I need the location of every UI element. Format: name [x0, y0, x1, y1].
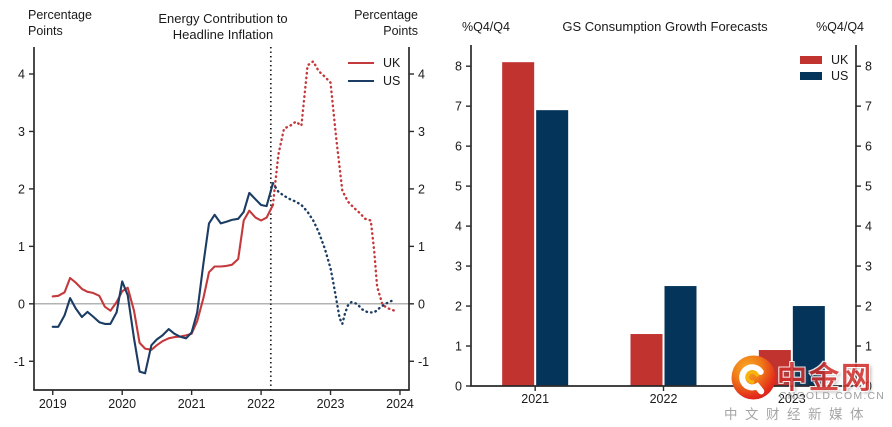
svg-text:-1: -1: [14, 355, 25, 369]
svg-text:3: 3: [18, 125, 25, 139]
svg-text:4: 4: [865, 220, 872, 234]
watermark-tagline-text: 中文财经新媒体: [724, 407, 871, 422]
left-axis-unit-label: Percentage Points: [28, 7, 92, 39]
legend-row-uk: UK: [348, 54, 400, 72]
svg-text:3: 3: [455, 260, 462, 274]
svg-text:3: 3: [418, 125, 425, 139]
title-line: Energy Contribution to: [158, 11, 288, 26]
svg-text:0: 0: [865, 380, 872, 394]
title-line: Headline Inflation: [172, 27, 274, 42]
svg-text:2: 2: [455, 300, 462, 314]
svg-text:2024: 2024: [386, 397, 414, 411]
svg-text:7: 7: [865, 100, 872, 114]
svg-text:6: 6: [455, 140, 462, 154]
legend-row-uk: UK: [800, 52, 848, 68]
svg-text:2022: 2022: [247, 397, 275, 411]
svg-text:5: 5: [455, 180, 462, 194]
line-chart-title: Energy Contribution to Headline Inflatio…: [123, 11, 323, 43]
svg-text:3: 3: [865, 260, 872, 274]
legend-label-us: US: [831, 69, 849, 83]
unit-line: Points: [28, 24, 63, 38]
svg-text:8: 8: [455, 60, 462, 74]
svg-text:0: 0: [455, 380, 462, 394]
legend-row-us: US: [800, 68, 848, 84]
svg-text:2021: 2021: [521, 392, 549, 406]
svg-text:2: 2: [865, 300, 872, 314]
uk-bar-swatch: [800, 56, 822, 64]
watermark-domain-text: CNGOLD.COM.CN: [779, 390, 886, 402]
svg-text:1: 1: [418, 240, 425, 254]
energy-line-chart: -1 -1 0 0 1 1 2 2 3 3 4 4 2019 2020 2021 2022 2023 2024: [14, 47, 429, 411]
legend-label-uk: UK: [383, 56, 401, 70]
svg-text:4: 4: [18, 68, 25, 82]
svg-text:0: 0: [18, 297, 25, 311]
svg-text:1: 1: [455, 340, 462, 354]
us-line-swatch: [348, 79, 374, 83]
legend-label-uk: UK: [831, 53, 849, 67]
svg-text:2: 2: [418, 182, 425, 196]
right-axis-unit-label: Percentage Points: [318, 7, 418, 39]
uk-line-swatch: [348, 61, 374, 65]
svg-text:-1: -1: [418, 355, 429, 369]
svg-text:6: 6: [865, 140, 872, 154]
unit-line: Points: [383, 24, 418, 38]
unit-line: Percentage: [354, 8, 418, 22]
svg-text:1: 1: [865, 340, 872, 354]
svg-text:4: 4: [418, 68, 425, 82]
legend-label-us: US: [383, 74, 401, 88]
svg-text:2023: 2023: [778, 392, 806, 406]
bar-left-axis-unit-label: %Q4/Q4: [462, 20, 510, 34]
svg-text:2021: 2021: [178, 397, 206, 411]
cngold-swirl-icon: [731, 355, 776, 400]
legend-row-us: US: [348, 72, 400, 90]
svg-text:2023: 2023: [317, 397, 345, 411]
svg-text:0: 0: [418, 297, 425, 311]
unit-line: Percentage: [28, 8, 92, 22]
svg-text:2020: 2020: [108, 397, 136, 411]
svg-text:2022: 2022: [650, 392, 678, 406]
line-chart-legend: UK US: [348, 54, 400, 90]
cngold-watermark: 中金网 CNGOLD.COM.CN 中文财经新媒体: [712, 350, 892, 427]
svg-text:7: 7: [455, 100, 462, 114]
svg-text:2019: 2019: [39, 397, 67, 411]
svg-text:5: 5: [865, 180, 872, 194]
svg-text:4: 4: [455, 220, 462, 234]
us-bar-swatch: [800, 72, 822, 80]
bar-chart-legend: UK US: [800, 52, 848, 84]
bar-chart-title: GS Consumption Growth Forecasts: [562, 19, 768, 34]
svg-text:8: 8: [865, 60, 872, 74]
svg-text:1: 1: [18, 240, 25, 254]
svg-text:2: 2: [18, 182, 25, 196]
bar-right-axis-unit-label: %Q4/Q4: [816, 20, 864, 34]
watermark-brand-text: 中金网: [777, 362, 873, 395]
